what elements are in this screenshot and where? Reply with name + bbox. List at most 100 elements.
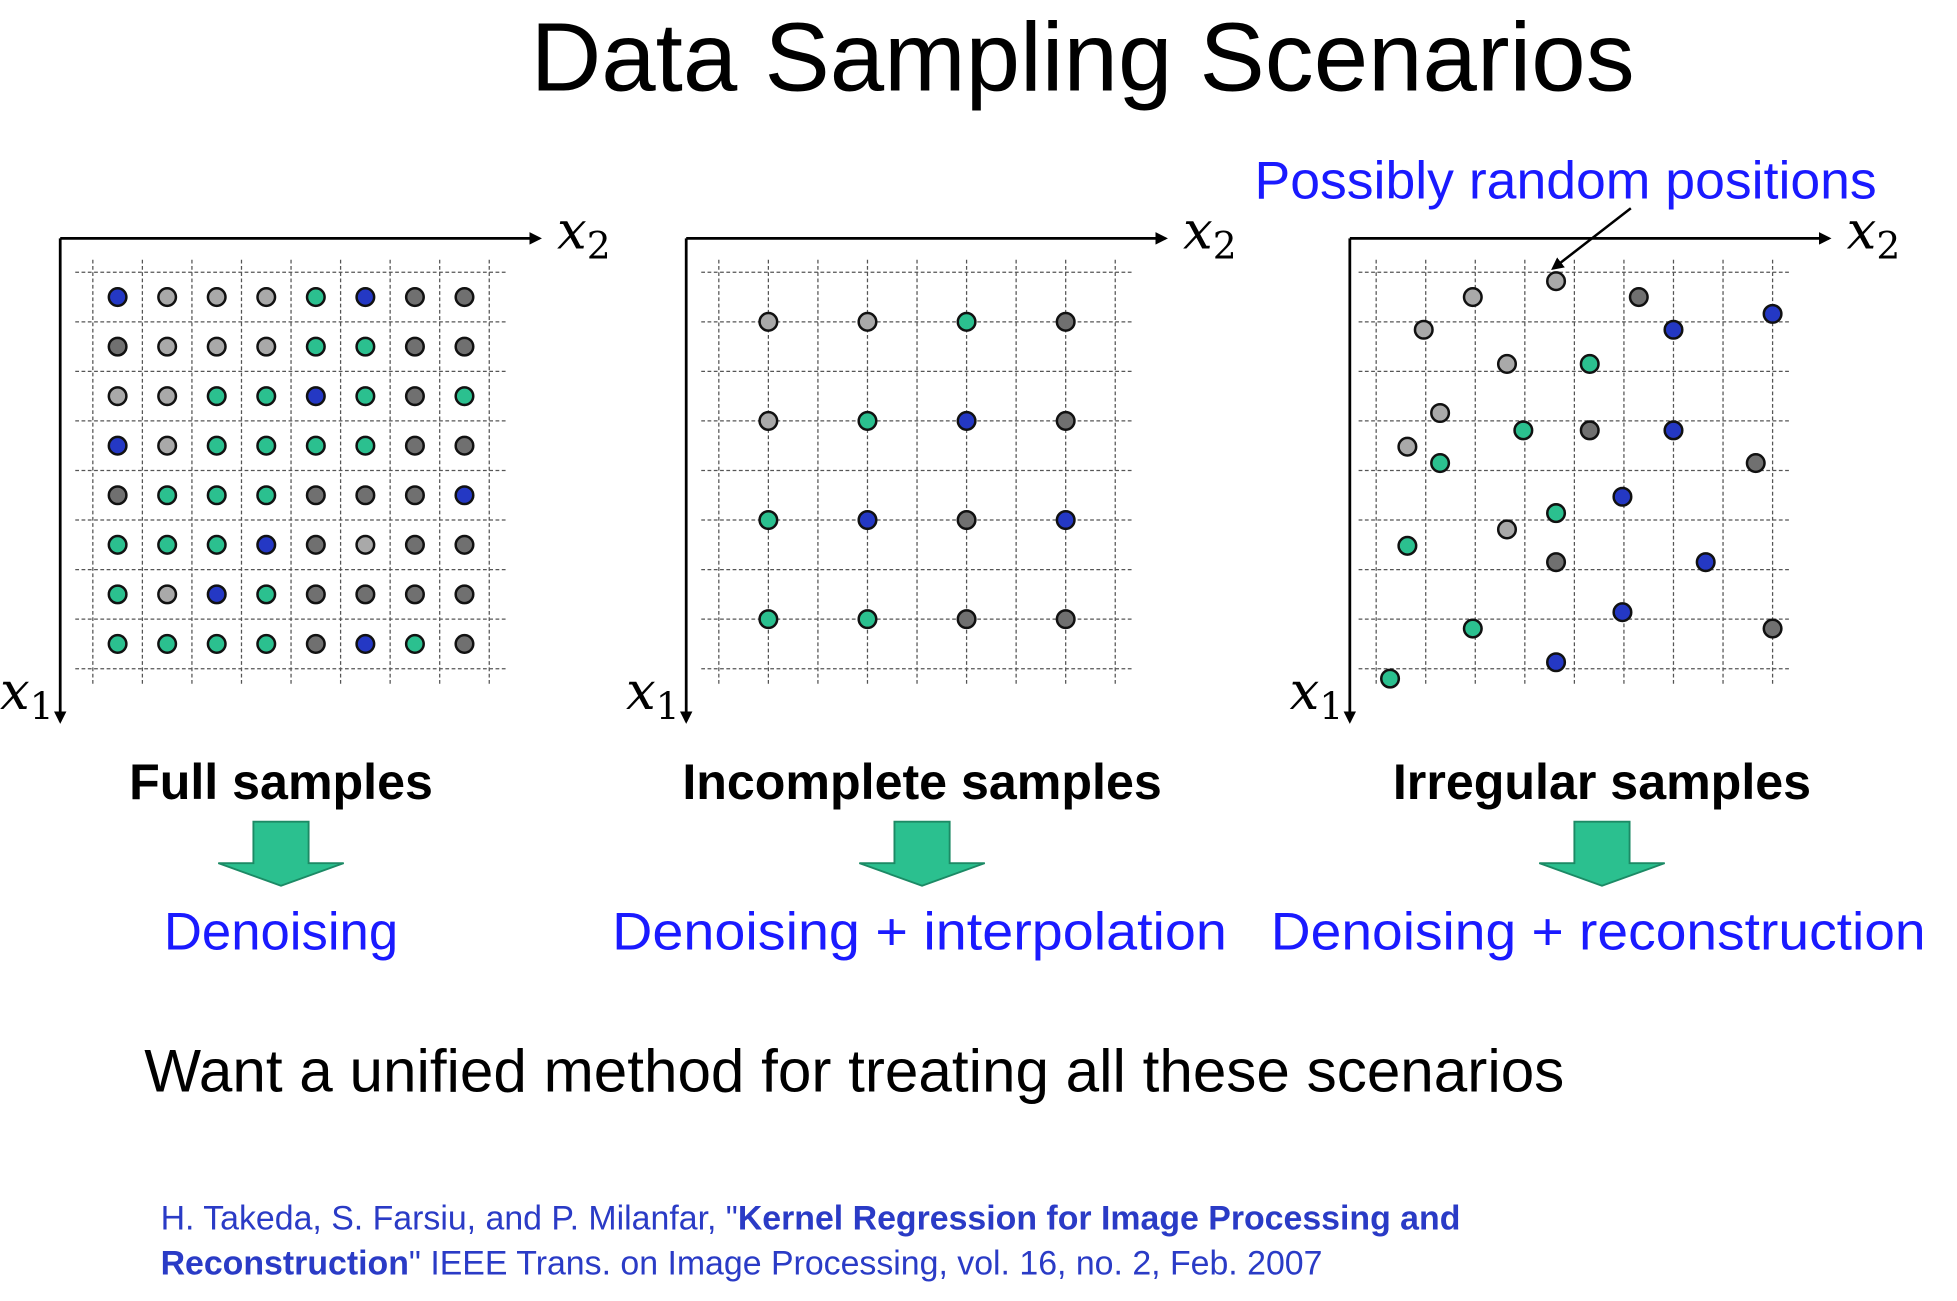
sample-dot (355, 584, 376, 605)
sample-dot (206, 336, 227, 357)
sample-dot (956, 609, 977, 630)
down-arrow-icon (859, 820, 986, 887)
sample-dot (355, 633, 376, 654)
sample-dot (758, 410, 779, 431)
sample-dot (1612, 602, 1633, 623)
sample-dot (857, 311, 878, 332)
sample-dot (355, 435, 376, 456)
axis-sub: 2 (1213, 223, 1237, 267)
sample-dot (305, 386, 326, 407)
sample-dot (1612, 486, 1633, 507)
sample-dot (1397, 436, 1418, 457)
annotation-arrow (1551, 207, 1632, 271)
sample-dot (355, 485, 376, 506)
sample-dot (157, 485, 178, 506)
sample-dot (157, 534, 178, 555)
citation-authors: H. Takeda, S. Farsiu, and P. Milanfar, " (161, 1199, 738, 1237)
sample-dot (1055, 311, 1076, 332)
sample-dot (758, 311, 779, 332)
sample-dot (404, 435, 425, 456)
axis-var: x (626, 661, 656, 722)
panel-label: Incomplete samples (682, 754, 1161, 810)
sample-dot (1055, 410, 1076, 431)
sample-dot (256, 534, 277, 555)
sample-dot (956, 410, 977, 431)
sample-dot (206, 435, 227, 456)
sample-dot (857, 509, 878, 531)
sample-dot (1546, 552, 1567, 573)
sample-dot (404, 336, 425, 357)
sample-dot (157, 584, 178, 605)
sample-dot (107, 534, 128, 555)
sample-dot (1579, 353, 1600, 374)
sample-dot (1762, 618, 1783, 639)
sample-dot (758, 609, 779, 630)
sample-dot (355, 336, 376, 357)
sample-dot (404, 633, 425, 654)
sample-dot (1462, 618, 1483, 639)
axis-var: x (1847, 200, 1877, 261)
sample-dot (1413, 319, 1434, 340)
sample-dot (1397, 535, 1418, 556)
sample-dot (1430, 402, 1451, 424)
samples (758, 311, 1076, 630)
sample-dot (305, 336, 326, 357)
sample-dot (107, 336, 128, 357)
sample-grid (75, 259, 507, 684)
sample-dot (454, 534, 475, 555)
sample-dot (107, 485, 128, 506)
x1-axis-label: x1 (0, 661, 54, 728)
sample-dot (1513, 420, 1534, 441)
down-arrow-icon (1538, 820, 1666, 887)
sample-dot (157, 435, 178, 456)
sample-dot (857, 609, 878, 630)
sample-dot (157, 287, 178, 308)
citation-title-2: Reconstruction (161, 1245, 409, 1283)
axis-sub: 1 (1319, 684, 1343, 728)
axis-sub: 2 (587, 223, 611, 267)
sample-dot (256, 287, 277, 308)
sample-dot (1762, 303, 1783, 324)
sample-dot (256, 485, 277, 506)
citation-journal: " IEEE Trans. on Image Processing, vol. … (409, 1245, 1323, 1283)
sample-dot (1462, 287, 1483, 308)
sample-grid (1358, 259, 1791, 684)
x1-axis-label: x1 (626, 661, 680, 728)
sample-dot (404, 287, 425, 308)
axis-var: x (1183, 200, 1213, 261)
sample-dot (206, 633, 227, 654)
sample-dot (157, 633, 178, 654)
sample-dot (404, 386, 425, 407)
sample-dot (404, 485, 425, 506)
sample-dot (454, 336, 475, 357)
sample-dot (107, 386, 128, 407)
axis-var: x (557, 200, 587, 261)
sample-dot (355, 287, 376, 308)
sample-dot (1663, 420, 1684, 441)
sample-dot (1380, 668, 1401, 689)
sample-dot (1745, 453, 1766, 474)
sample-dot (1546, 503, 1567, 524)
sample-dot (256, 386, 277, 407)
x2-axis-label: x2 (1847, 200, 1901, 267)
sample-dot (1579, 420, 1600, 441)
axis-var: x (0, 661, 30, 722)
x1-axis-label: x1 (1290, 661, 1344, 728)
axis-sub: 1 (656, 684, 680, 728)
citation-title-1: Kernel Regression for Image Processing a… (738, 1199, 1461, 1237)
sample-dot (1496, 519, 1518, 540)
sample-dot (956, 311, 977, 332)
citation-line-1: H. Takeda, S. Farsiu, and P. Milanfar, "… (161, 1199, 1461, 1237)
sample-dot (107, 584, 128, 605)
sample-dot (1546, 271, 1567, 292)
sample-dot (256, 336, 277, 357)
sample-dot (454, 287, 475, 308)
sample-dot (305, 485, 326, 506)
sample-dot (404, 534, 425, 555)
axis-sub: 1 (30, 684, 54, 728)
sample-dot (206, 287, 227, 308)
